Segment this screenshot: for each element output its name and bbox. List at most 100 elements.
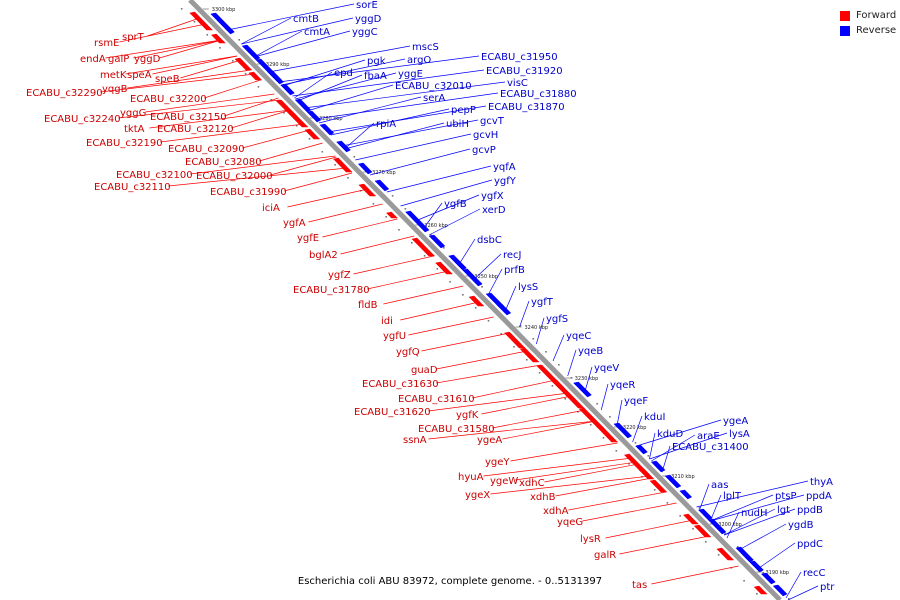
gene-label-ygfx[interactable]: ygfX: [481, 191, 504, 202]
gene-label-pepp[interactable]: pepP: [451, 105, 476, 116]
gene-label-tkta[interactable]: tktA: [124, 124, 145, 135]
gene-label-sera[interactable]: serA: [423, 93, 445, 104]
reverse-feature-23[interactable]: [698, 508, 713, 521]
gene-label-xdha[interactable]: xdhA: [543, 506, 569, 517]
reverse-feature-18[interactable]: [613, 422, 633, 439]
gene-label-sore[interactable]: sorE: [356, 0, 378, 11]
gene-label-yqfa[interactable]: yqfA: [493, 162, 516, 173]
gene-label-guad[interactable]: guaD: [411, 365, 438, 376]
forward-feature-23[interactable]: [693, 524, 712, 538]
reverse-feature-21[interactable]: [664, 474, 682, 489]
gene-label-ygfa[interactable]: ygfA: [283, 218, 306, 229]
gene-label-thya[interactable]: thyA: [810, 477, 833, 488]
gene-label-xerd[interactable]: xerD: [482, 205, 506, 216]
gene-label-ygfe[interactable]: ygfE: [297, 233, 319, 244]
gene-label-gcvt[interactable]: gcvT: [480, 116, 505, 127]
reverse-feature-14[interactable]: [461, 268, 483, 287]
gene-label-yqer[interactable]: yqeR: [610, 380, 635, 391]
reverse-feature-27[interactable]: [760, 572, 776, 585]
gene-label-ecabu-c31780[interactable]: ECABU_c31780: [293, 285, 370, 296]
gene-label-yqev[interactable]: yqeV: [594, 363, 619, 374]
gene-label-yggd[interactable]: yggD: [134, 54, 161, 65]
gene-label-epd[interactable]: epd: [334, 68, 353, 79]
gene-label-ecabu-c31870[interactable]: ECABU_c31870: [488, 102, 565, 113]
reverse-feature-25[interactable]: [735, 546, 755, 563]
reverse-feature-7[interactable]: [319, 123, 335, 136]
forward-feature-6[interactable]: [304, 128, 321, 140]
gene-label-gcvp[interactable]: gcvP: [472, 145, 496, 156]
reverse-feature-26[interactable]: [749, 560, 764, 573]
gene-label-idi[interactable]: idi: [381, 316, 393, 327]
gene-label-ecabu-c32010[interactable]: ECABU_c32010: [395, 81, 472, 92]
forward-feature-25[interactable]: [753, 585, 768, 595]
gene-label-ygfs[interactable]: ygfS: [546, 314, 568, 325]
gene-label-ecabu-c32120[interactable]: ECABU_c32120: [157, 124, 234, 135]
gene-label-nudh[interactable]: nudH: [741, 508, 768, 519]
gene-label-ecabu-c32000[interactable]: ECABU_c32000: [196, 171, 273, 182]
gene-label-cmta[interactable]: cmtA: [304, 27, 330, 38]
gene-label-ygft[interactable]: ygfT: [531, 297, 554, 308]
reverse-feature-6[interactable]: [306, 110, 322, 123]
gene-label-ygew[interactable]: ygeW: [490, 476, 518, 487]
gene-label-kdud[interactable]: kduD: [657, 429, 683, 440]
gene-label-ppdc[interactable]: ppdC: [797, 539, 823, 550]
gene-label-ecabu-c32240[interactable]: ECABU_c32240: [44, 114, 121, 125]
gene-label-speb[interactable]: speB: [155, 74, 180, 85]
gene-label-rsme[interactable]: rsmE: [94, 38, 119, 49]
gene-label-prfb[interactable]: prfB: [504, 265, 525, 276]
gene-label-hyua[interactable]: hyuA: [458, 472, 484, 483]
gene-label-bgla2[interactable]: bglA2: [309, 250, 338, 261]
gene-label-galr[interactable]: galR: [594, 550, 616, 561]
gene-label-ptr[interactable]: ptr: [820, 582, 835, 593]
gene-label-fbaa[interactable]: fbaA: [364, 71, 387, 82]
reverse-feature-24[interactable]: [707, 518, 727, 535]
gene-label-enda[interactable]: endA: [80, 54, 106, 65]
gene-label-ygfu[interactable]: ygfU: [383, 331, 406, 342]
gene-label-ecabu-c32150[interactable]: ECABU_c32150: [150, 112, 227, 123]
reverse-feature-0[interactable]: [210, 12, 235, 35]
gene-label-icia[interactable]: iciA: [262, 203, 280, 214]
gene-label-lysr[interactable]: lysR: [580, 534, 601, 545]
forward-feature-12[interactable]: [468, 295, 485, 307]
gene-label-arae[interactable]: araE: [697, 431, 720, 442]
gene-label-ecabu-c31400[interactable]: ECABU_c31400: [672, 442, 749, 453]
gene-label-ecabu-c31620[interactable]: ECABU_c31620: [354, 407, 431, 418]
gene-label-spea[interactable]: speA: [127, 70, 152, 81]
forward-feature-13[interactable]: [503, 331, 526, 349]
gene-label-ssna[interactable]: ssnA: [403, 435, 427, 446]
gene-label-pgk[interactable]: pgk: [367, 56, 386, 67]
gene-label-ppdb[interactable]: ppdB: [797, 505, 823, 516]
reverse-feature-22[interactable]: [679, 489, 693, 500]
forward-feature-5[interactable]: [288, 112, 309, 128]
gene-label-galp[interactable]: galP: [108, 54, 129, 65]
gene-label-ygfk[interactable]: ygfK: [456, 410, 479, 421]
forward-feature-7[interactable]: [332, 157, 353, 173]
forward-feature-20[interactable]: [638, 468, 655, 480]
gene-label-ecabu-c31950[interactable]: ECABU_c31950: [481, 52, 558, 63]
gene-label-ygfy[interactable]: ygfY: [494, 176, 517, 187]
gene-label-gcvh[interactable]: gcvH: [473, 130, 498, 141]
gene-label-ecabu-c32290[interactable]: ECABU_c32290: [26, 88, 103, 99]
gene-label-ecabu-c31880[interactable]: ECABU_c31880: [500, 89, 577, 100]
gene-label-ppda[interactable]: ppdA: [806, 491, 832, 502]
gene-label-yggd[interactable]: yggD: [355, 14, 382, 25]
reverse-feature-13[interactable]: [448, 254, 467, 271]
reverse-feature-10[interactable]: [374, 179, 390, 192]
gene-label-ecabu-c32100[interactable]: ECABU_c32100: [116, 170, 193, 181]
gene-label-aas[interactable]: aas: [711, 480, 728, 491]
gene-label-cmtb[interactable]: cmtB: [293, 14, 319, 25]
gene-label-ubih[interactable]: ubiH: [446, 119, 469, 130]
reverse-feature-9[interactable]: [357, 162, 373, 175]
gene-label-xdhc[interactable]: xdhC: [519, 478, 545, 489]
reverse-feature-11[interactable]: [404, 210, 430, 233]
gene-label-yqeb[interactable]: yqeB: [578, 346, 603, 357]
gene-label-yqec[interactable]: yqeC: [566, 331, 591, 342]
gene-label-mscs[interactable]: mscS: [412, 42, 439, 53]
gene-label-ecabu-c32190[interactable]: ECABU_c32190: [86, 138, 163, 149]
forward-feature-0[interactable]: [189, 11, 214, 31]
gene-label-fldb[interactable]: fldB: [358, 300, 378, 311]
gene-label-ecabu-c31630[interactable]: ECABU_c31630: [362, 379, 439, 390]
gene-label-recj[interactable]: recJ: [503, 250, 522, 261]
forward-feature-10[interactable]: [411, 237, 436, 257]
gene-label-ecabu-c31580[interactable]: ECABU_c31580: [418, 424, 495, 435]
